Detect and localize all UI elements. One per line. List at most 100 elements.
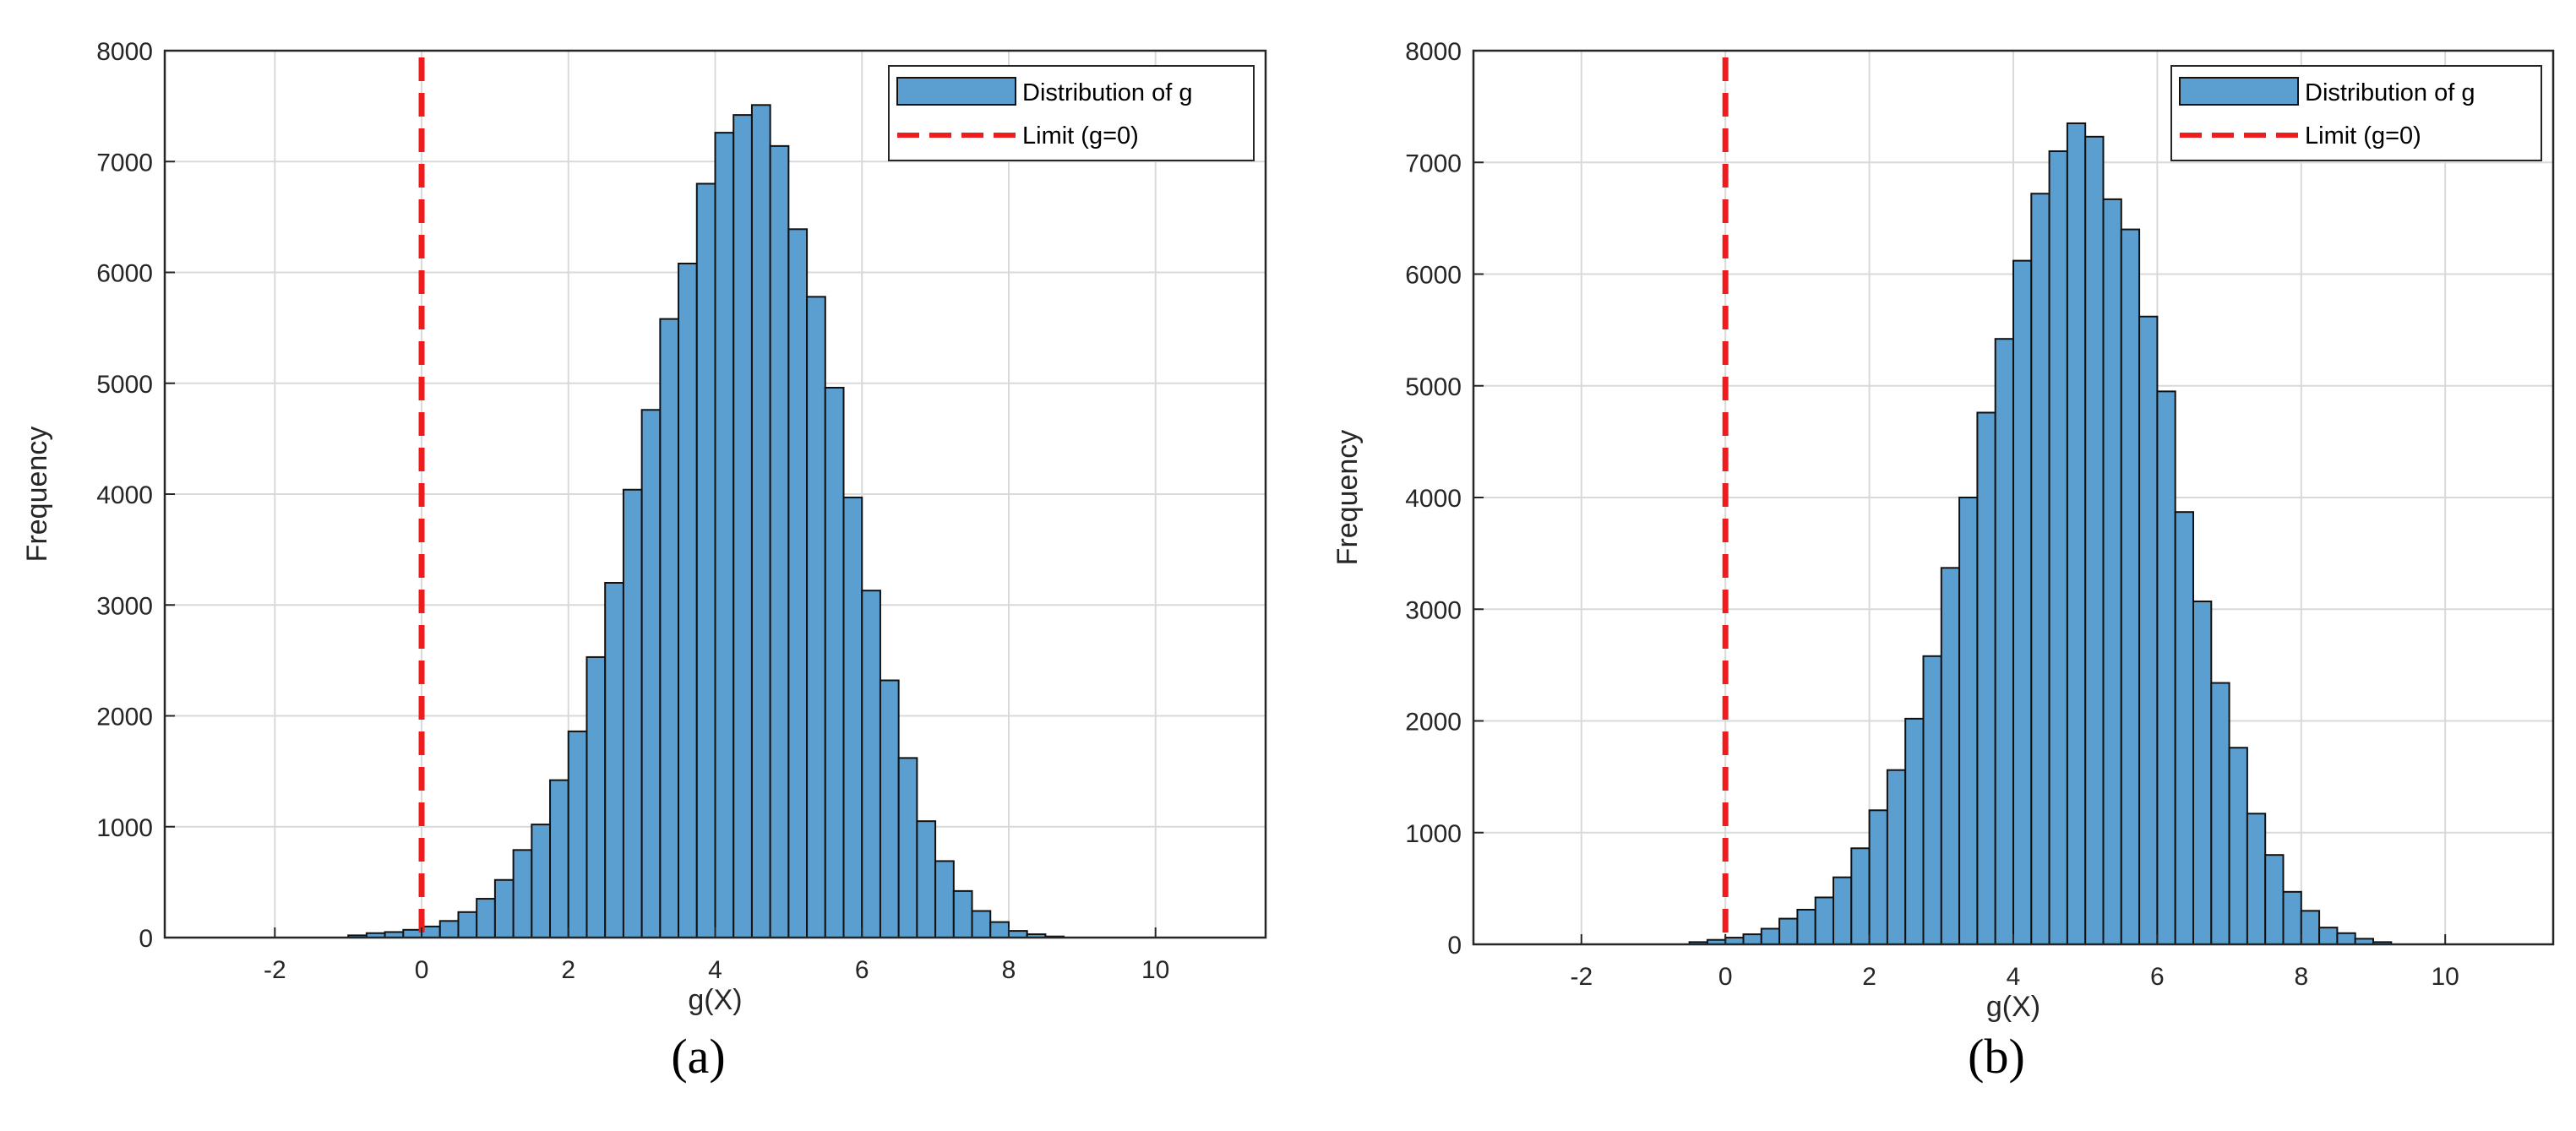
histogram-bar bbox=[861, 590, 881, 938]
histogram-bar bbox=[897, 757, 918, 938]
histogram-bar bbox=[585, 655, 607, 938]
y-tick-label: 4000 bbox=[1405, 485, 1462, 513]
y-axis-label: Frequency bbox=[21, 427, 53, 563]
histogram-bar bbox=[2246, 813, 2267, 946]
histogram-bar bbox=[971, 910, 992, 938]
histogram-bar bbox=[1814, 896, 1835, 945]
x-axis-label: g(X) bbox=[1986, 991, 2040, 1023]
histogram-bar bbox=[2102, 198, 2122, 945]
histogram-bar bbox=[989, 921, 1010, 938]
x-tick-label: 6 bbox=[2150, 963, 2165, 991]
histogram-bar bbox=[512, 849, 533, 938]
histogram-bar bbox=[1958, 497, 1979, 945]
y-tick-label: 3000 bbox=[1405, 596, 1462, 624]
histogram-bar bbox=[787, 228, 809, 938]
chart-panel-a: -2 0 2 4 6 8 10 0 1000 2000 3000 4000 5000 6000 7000 80… bbox=[21, 38, 1267, 1084]
histogram-bar bbox=[659, 318, 680, 938]
histogram-chart-a: -2 0 2 4 6 8 10 0 1000 2000 3000 4000 5000 6000 7000 80… bbox=[21, 38, 1267, 1084]
histogram-bar bbox=[2300, 910, 2321, 945]
x-tick-label: 2 bbox=[561, 956, 575, 984]
x-tick-label: 8 bbox=[1002, 956, 1016, 984]
legend-swatch-histogram bbox=[2179, 77, 2299, 106]
histogram-bar bbox=[1850, 847, 1871, 946]
y-tick-label: 2000 bbox=[96, 704, 153, 731]
legend-label-histogram: Distribution of g bbox=[2305, 79, 2475, 106]
y-tick-label: 1000 bbox=[96, 814, 153, 842]
histogram-bar bbox=[879, 679, 900, 938]
legend-swatch-histogram bbox=[896, 77, 1016, 106]
histogram-bar bbox=[2282, 890, 2302, 946]
histogram-bar bbox=[824, 387, 845, 938]
histogram-bar bbox=[769, 144, 790, 938]
histogram-bar bbox=[2138, 315, 2159, 945]
panel-caption: (b) bbox=[1968, 1029, 2025, 1084]
histogram-bar bbox=[934, 860, 955, 938]
histogram-bar bbox=[678, 263, 698, 938]
histogram-bar bbox=[493, 878, 515, 938]
x-tick-label: 2 bbox=[1862, 963, 1876, 991]
histogram-bar bbox=[549, 779, 569, 938]
histogram-bar bbox=[1796, 909, 1816, 945]
histogram-bar bbox=[604, 582, 624, 938]
histogram-bar bbox=[750, 104, 771, 938]
histogram-bar bbox=[476, 898, 496, 938]
y-tick-label: 0 bbox=[1447, 932, 1462, 960]
histogram-bar bbox=[952, 889, 973, 938]
y-tick-label: 7000 bbox=[1405, 150, 1462, 177]
x-tick-label: 0 bbox=[415, 956, 429, 984]
histogram-bar bbox=[2336, 932, 2356, 946]
x-axis-label: g(X) bbox=[688, 984, 742, 1016]
y-tick-label: 1000 bbox=[1405, 820, 1462, 848]
x-tick-label: 6 bbox=[855, 956, 869, 984]
histogram-bar bbox=[1922, 655, 1942, 945]
histogram-bar bbox=[2228, 747, 2248, 945]
histogram-bar bbox=[2264, 854, 2285, 946]
histogram-bar bbox=[2120, 228, 2141, 946]
histogram-bar bbox=[2012, 259, 2033, 945]
x-tick-label: 8 bbox=[2294, 963, 2308, 991]
histogram-bar bbox=[622, 488, 643, 938]
y-tick-label: 0 bbox=[139, 925, 153, 953]
histogram-bar bbox=[2156, 390, 2176, 945]
chart-panel-b: -2 0 2 4 6 8 10 0 1000 2000 3000 4000 5000 6000 7000 80… bbox=[1288, 0, 2575, 1131]
x-tick-label: -2 bbox=[1570, 963, 1593, 991]
y-tick-label: 3000 bbox=[96, 592, 153, 620]
histogram-bar bbox=[806, 296, 826, 938]
histogram-bar bbox=[2210, 682, 2230, 945]
histogram-bar bbox=[1742, 933, 1762, 946]
y-tick-label: 8000 bbox=[96, 38, 153, 66]
histogram-bar bbox=[1904, 717, 1925, 945]
histogram-bar bbox=[438, 920, 460, 938]
histogram-bar bbox=[1868, 809, 1888, 945]
histogram-bar bbox=[567, 730, 588, 938]
histogram-bar bbox=[695, 182, 716, 938]
x-tick-label: -2 bbox=[264, 956, 286, 984]
legend-label-limit: Limit (g=0) bbox=[2305, 122, 2421, 150]
y-tick-label: 4000 bbox=[96, 481, 153, 509]
x-tick-label: 4 bbox=[2007, 963, 2021, 991]
histogram-bar bbox=[732, 114, 753, 938]
histogram-chart-b: -2 0 2 4 6 8 10 0 1000 2000 3000 4000 5000 6000 7000 80… bbox=[1332, 38, 2555, 1084]
histogram-bar bbox=[640, 409, 662, 938]
x-tick-label: 10 bbox=[2432, 963, 2459, 991]
y-axis-label: Frequency bbox=[1332, 430, 1364, 566]
y-tick-label: 5000 bbox=[96, 371, 153, 399]
histogram-bar bbox=[1976, 411, 1996, 945]
histogram-bar bbox=[2318, 927, 2339, 945]
histogram-bar bbox=[714, 132, 735, 938]
panel-caption: (a) bbox=[671, 1029, 725, 1084]
histogram-bar bbox=[2066, 122, 2087, 945]
histogram-bar bbox=[457, 911, 478, 938]
histogram-bar bbox=[1940, 567, 1961, 945]
histogram-bar bbox=[1833, 876, 1853, 946]
y-tick-label: 6000 bbox=[96, 260, 153, 288]
histogram-bar bbox=[842, 496, 863, 938]
y-tick-label: 8000 bbox=[1405, 38, 1462, 66]
histogram-bar bbox=[2048, 150, 2068, 945]
legend-label-limit: Limit (g=0) bbox=[1022, 122, 1139, 150]
histogram-bar bbox=[2192, 600, 2213, 945]
y-tick-label: 6000 bbox=[1405, 262, 1462, 290]
histogram-bar bbox=[2030, 193, 2050, 945]
x-tick-label: 0 bbox=[1718, 963, 1733, 991]
x-tick-label: 10 bbox=[1141, 956, 1169, 984]
